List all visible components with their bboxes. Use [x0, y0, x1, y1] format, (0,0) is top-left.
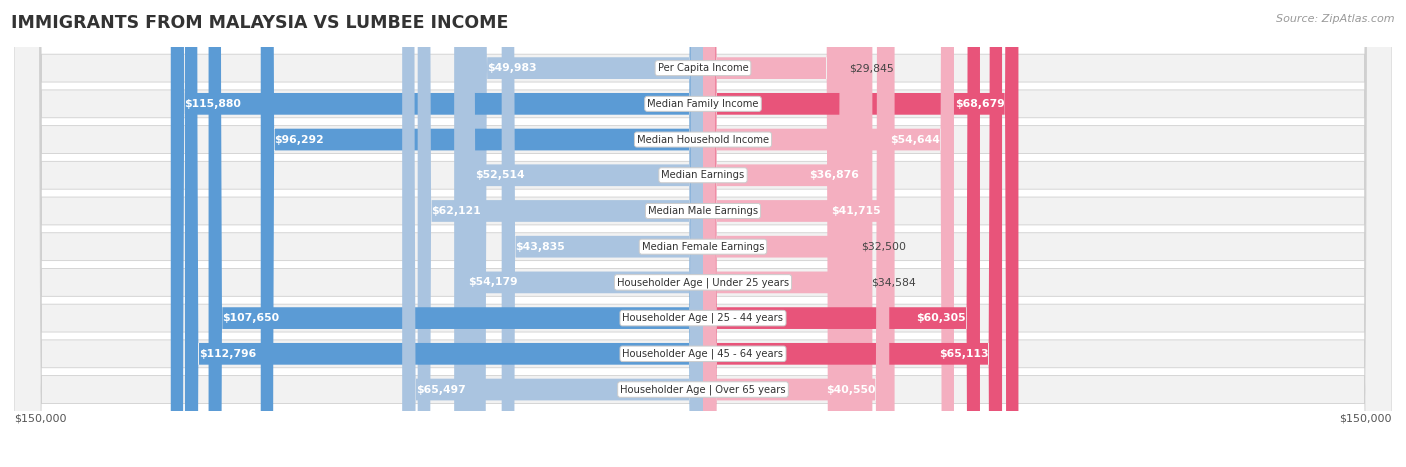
FancyBboxPatch shape — [170, 0, 703, 467]
FancyBboxPatch shape — [14, 0, 1392, 467]
Text: $96,292: $96,292 — [274, 134, 325, 145]
Text: $54,179: $54,179 — [468, 277, 517, 287]
Text: $54,644: $54,644 — [890, 134, 941, 145]
FancyBboxPatch shape — [703, 0, 889, 467]
Text: Median Household Income: Median Household Income — [637, 134, 769, 145]
Text: Householder Age | 45 - 64 years: Householder Age | 45 - 64 years — [623, 348, 783, 359]
Text: $65,113: $65,113 — [939, 349, 988, 359]
FancyBboxPatch shape — [474, 0, 703, 467]
FancyBboxPatch shape — [502, 0, 703, 467]
Legend: Immigrants from Malaysia, Lumbee: Immigrants from Malaysia, Lumbee — [569, 463, 837, 467]
Text: $41,715: $41,715 — [831, 206, 880, 216]
FancyBboxPatch shape — [703, 0, 839, 467]
FancyBboxPatch shape — [703, 0, 955, 467]
Text: Householder Age | 25 - 44 years: Householder Age | 25 - 44 years — [623, 313, 783, 323]
Text: $40,550: $40,550 — [825, 384, 876, 395]
FancyBboxPatch shape — [208, 0, 703, 467]
FancyBboxPatch shape — [703, 0, 1018, 467]
FancyBboxPatch shape — [703, 0, 980, 467]
FancyBboxPatch shape — [402, 0, 703, 467]
Text: $60,305: $60,305 — [917, 313, 966, 323]
Text: Median Male Earnings: Median Male Earnings — [648, 206, 758, 216]
FancyBboxPatch shape — [418, 0, 703, 467]
FancyBboxPatch shape — [703, 0, 894, 467]
Text: Per Capita Income: Per Capita Income — [658, 63, 748, 73]
Text: Median Family Income: Median Family Income — [647, 99, 759, 109]
Text: Householder Age | Over 65 years: Householder Age | Over 65 years — [620, 384, 786, 395]
Text: Median Earnings: Median Earnings — [661, 170, 745, 180]
FancyBboxPatch shape — [14, 0, 1392, 467]
Text: $150,000: $150,000 — [1340, 414, 1392, 424]
FancyBboxPatch shape — [703, 0, 862, 467]
FancyBboxPatch shape — [260, 0, 703, 467]
FancyBboxPatch shape — [14, 0, 1392, 467]
FancyBboxPatch shape — [14, 0, 1392, 467]
Text: $62,121: $62,121 — [432, 206, 481, 216]
Text: IMMIGRANTS FROM MALAYSIA VS LUMBEE INCOME: IMMIGRANTS FROM MALAYSIA VS LUMBEE INCOM… — [11, 14, 509, 32]
Text: Median Female Earnings: Median Female Earnings — [641, 242, 765, 252]
FancyBboxPatch shape — [186, 0, 703, 467]
FancyBboxPatch shape — [454, 0, 703, 467]
Text: $49,983: $49,983 — [488, 63, 537, 73]
Text: $52,514: $52,514 — [475, 170, 526, 180]
FancyBboxPatch shape — [703, 0, 1002, 467]
FancyBboxPatch shape — [14, 0, 1392, 467]
Text: $65,497: $65,497 — [416, 384, 465, 395]
Text: $43,835: $43,835 — [516, 242, 565, 252]
Text: $32,500: $32,500 — [862, 242, 907, 252]
FancyBboxPatch shape — [14, 0, 1392, 467]
FancyBboxPatch shape — [461, 0, 703, 467]
Text: $150,000: $150,000 — [14, 414, 66, 424]
Text: $68,679: $68,679 — [955, 99, 1005, 109]
FancyBboxPatch shape — [14, 0, 1392, 467]
Text: Source: ZipAtlas.com: Source: ZipAtlas.com — [1277, 14, 1395, 24]
FancyBboxPatch shape — [14, 0, 1392, 467]
Text: Householder Age | Under 25 years: Householder Age | Under 25 years — [617, 277, 789, 288]
Text: $112,796: $112,796 — [198, 349, 256, 359]
Text: $34,584: $34,584 — [872, 277, 915, 287]
Text: $36,876: $36,876 — [808, 170, 859, 180]
Text: $29,845: $29,845 — [849, 63, 894, 73]
FancyBboxPatch shape — [14, 0, 1392, 467]
FancyBboxPatch shape — [14, 0, 1392, 467]
Text: $107,650: $107,650 — [222, 313, 280, 323]
FancyBboxPatch shape — [703, 0, 852, 467]
Text: $115,880: $115,880 — [184, 99, 242, 109]
FancyBboxPatch shape — [703, 0, 872, 467]
